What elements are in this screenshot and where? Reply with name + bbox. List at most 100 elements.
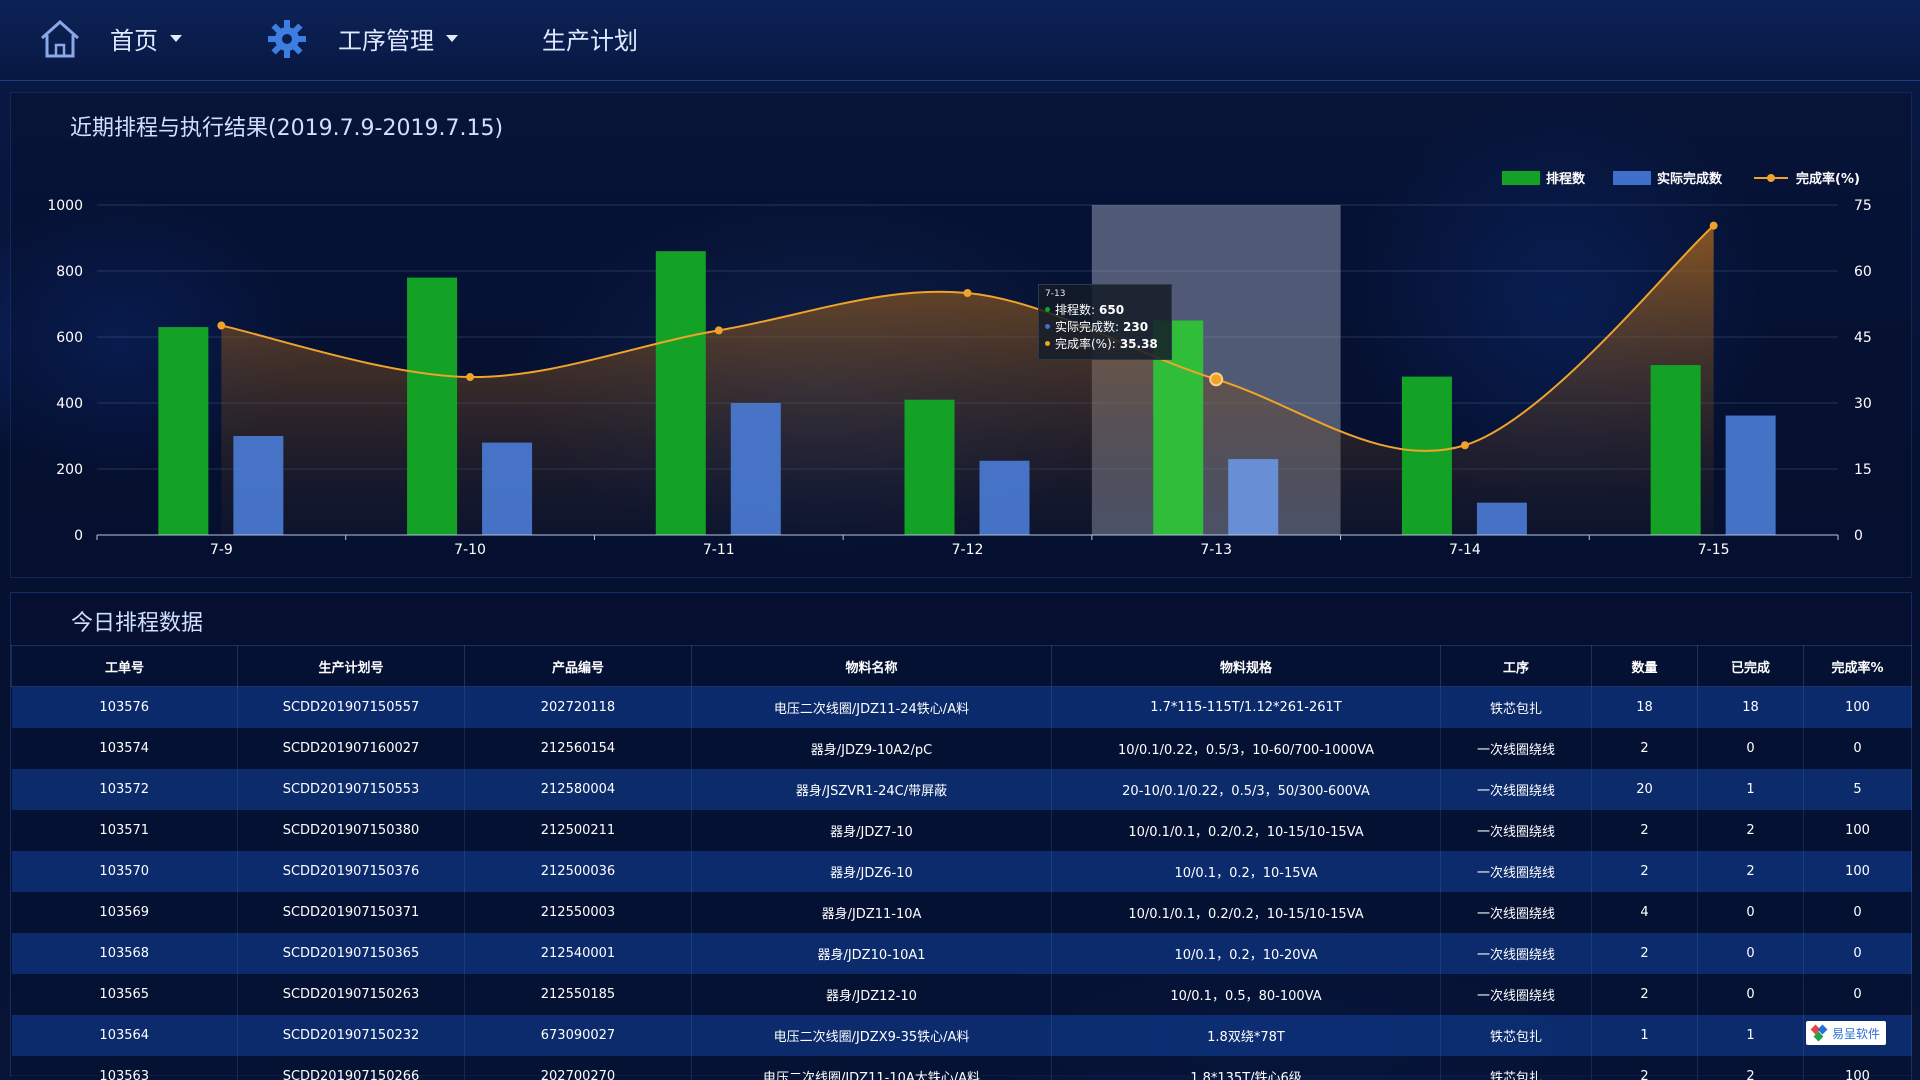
table-cell: 器身/JSZVR1-24C/带屏蔽	[691, 769, 1052, 810]
table-cell: 铁芯包扎	[1440, 1056, 1592, 1080]
x-tick-label: 7-13	[1200, 542, 1232, 558]
table-cell: 202700270	[464, 1056, 692, 1080]
table-row[interactable]: 103572 SCDD201907150553 212580004 器身/JSZ…	[11, 769, 1912, 810]
bar-completed[interactable]	[233, 436, 284, 535]
bar-completed[interactable]	[1476, 502, 1527, 535]
table-cell: 10/0.1/0.1，0.2/0.2，10-15/10-15VA	[1051, 892, 1441, 933]
bar-scheduled[interactable]	[655, 251, 706, 535]
table-row[interactable]: 103574 SCDD201907160027 212560154 器身/JDZ…	[11, 728, 1912, 769]
table-cell: SCDD201907150266	[237, 1056, 465, 1080]
column-header[interactable]: 物料名称	[691, 645, 1052, 687]
bar-completed[interactable]	[1725, 415, 1776, 535]
bar-scheduled[interactable]	[1650, 365, 1701, 535]
y2-tick-label: 15	[1854, 462, 1872, 478]
bar-scheduled[interactable]	[1401, 376, 1452, 535]
y-tick-label: 800	[56, 264, 83, 280]
rate-point[interactable]	[1709, 221, 1718, 230]
column-header[interactable]: 工单号	[11, 645, 238, 687]
table-cell: 0	[1803, 933, 1912, 974]
table-header-row: 工单号 生产计划号 产品编号 物料名称 物料规格 工序 数量 已完成 完成率%	[11, 645, 1912, 687]
table-cell: 2	[1697, 810, 1804, 851]
table-row[interactable]: 103571 SCDD201907150380 212500211 器身/JDZ…	[11, 810, 1912, 851]
chart-tooltip: 7-13 排程数: 650 实际完成数: 230 完成率(%): 35.38	[1038, 284, 1172, 360]
bar-completed[interactable]	[482, 442, 533, 535]
table-cell: 103571	[11, 810, 238, 851]
table-row[interactable]: 103568 SCDD201907150365 212540001 器身/JDZ…	[11, 933, 1912, 974]
tooltip-value: 35.38	[1119, 336, 1158, 351]
rate-point[interactable]	[714, 326, 723, 335]
table-cell: 0	[1697, 933, 1804, 974]
x-tick-label: 7-10	[454, 542, 486, 558]
rate-point[interactable]	[466, 373, 475, 382]
column-header[interactable]: 完成率%	[1803, 645, 1912, 687]
table-cell: 0	[1697, 974, 1804, 1015]
nav-home-label: 首页	[110, 26, 158, 55]
table-row[interactable]: 103563 SCDD201907150266 202700270 电压二次线圈…	[11, 1056, 1912, 1080]
bar-completed[interactable]	[730, 403, 781, 535]
rate-point[interactable]	[963, 289, 972, 297]
table-cell: 0	[1697, 728, 1804, 769]
table-cell: 一次线圈绕线	[1440, 810, 1592, 851]
column-header[interactable]: 数量	[1591, 645, 1698, 687]
table-cell: 器身/JDZ10-10A1	[691, 933, 1052, 974]
column-header[interactable]: 物料规格	[1051, 645, 1441, 687]
table-cell: 1.8*135T/铁心6级	[1051, 1056, 1441, 1080]
bar-scheduled[interactable]	[158, 327, 209, 535]
y-tick-label: 600	[56, 330, 83, 346]
nav-process-management[interactable]: 工序管理	[338, 18, 458, 58]
nav-home[interactable]: 首页	[110, 18, 182, 58]
table-cell: 20	[1591, 769, 1698, 810]
table-cell: SCDD201907150380	[237, 810, 465, 851]
bar-scheduled[interactable]	[904, 399, 955, 535]
table-cell: 212550185	[464, 974, 692, 1015]
column-header[interactable]: 工序	[1440, 645, 1592, 687]
legend-swatch-blue	[1613, 170, 1651, 185]
today-schedule-panel: 今日排程数据 工单号 生产计划号 产品编号 物料名称 物料规格 工序 数量 已完…	[10, 592, 1912, 1080]
table-title: 今日排程数据	[71, 611, 204, 636]
legend-item-rate[interactable]: 完成率(%)	[1752, 168, 1860, 187]
legend-item-completed[interactable]: 实际完成数	[1613, 168, 1722, 187]
tooltip-value: 650	[1099, 302, 1125, 317]
column-header[interactable]: 产品编号	[464, 645, 692, 687]
table-cell: 100	[1803, 851, 1912, 892]
legend-item-scheduled[interactable]: 排程数	[1502, 168, 1585, 187]
rate-area	[221, 225, 1714, 535]
table-cell: 212540001	[464, 933, 692, 974]
legend-label: 完成率(%)	[1796, 172, 1860, 187]
gear-icon[interactable]	[266, 18, 308, 60]
table-cell: 2	[1697, 851, 1804, 892]
bar-scheduled[interactable]	[407, 277, 458, 535]
rate-point[interactable]	[1209, 372, 1224, 387]
nav-production-plan[interactable]: 生产计划	[542, 18, 638, 58]
table-cell: 2	[1591, 810, 1698, 851]
table-row[interactable]: 103569 SCDD201907150371 212550003 器身/JDZ…	[11, 892, 1912, 933]
tooltip-dot	[1045, 324, 1050, 329]
bar-completed[interactable]	[1228, 459, 1279, 535]
schedule-table: 工单号 生产计划号 产品编号 物料名称 物料规格 工序 数量 已完成 完成率% …	[11, 645, 1912, 1080]
table-cell: 18	[1697, 686, 1804, 728]
bar-completed[interactable]	[979, 460, 1030, 535]
table-row[interactable]: 103564 SCDD201907150232 673090027 电压二次线圈…	[11, 1015, 1912, 1056]
rate-point[interactable]	[217, 321, 226, 330]
table-row[interactable]: 103565 SCDD201907150263 212550185 器身/JDZ…	[11, 974, 1912, 1015]
column-header[interactable]: 生产计划号	[237, 645, 465, 687]
tooltip-label: 排程数:	[1055, 303, 1096, 317]
table-row[interactable]: 103570 SCDD201907150376 212500036 器身/JDZ…	[11, 851, 1912, 892]
table-cell: SCDD201907150557	[237, 686, 465, 728]
column-header[interactable]: 已完成	[1697, 645, 1804, 687]
table-cell: 一次线圈绕线	[1440, 974, 1592, 1015]
table-cell: 10/0.1，0.2，10-15VA	[1051, 851, 1441, 892]
table-cell: 0	[1803, 892, 1912, 933]
table-cell: 212550003	[464, 892, 692, 933]
rate-point[interactable]	[1460, 441, 1469, 450]
table-cell: 2	[1591, 851, 1698, 892]
nav-process-label: 工序管理	[338, 26, 434, 55]
table-row[interactable]: 103576 SCDD201907150557 202720118 电压二次线圈…	[11, 686, 1912, 728]
table-cell: SCDD201907150376	[237, 851, 465, 892]
chevron-down-icon	[170, 34, 182, 42]
table-cell: 0	[1697, 892, 1804, 933]
chevron-down-icon	[446, 34, 458, 42]
home-icon[interactable]	[38, 16, 82, 60]
table-cell: 2	[1591, 974, 1698, 1015]
